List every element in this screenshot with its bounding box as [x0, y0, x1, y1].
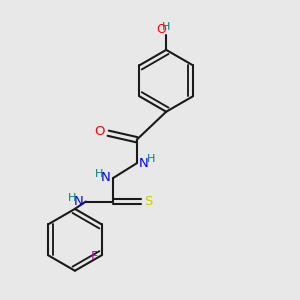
Text: H: H [147, 154, 155, 164]
Text: O: O [94, 125, 105, 138]
Text: F: F [91, 250, 98, 263]
Text: N: N [101, 172, 111, 184]
Text: H: H [68, 193, 76, 203]
Text: O: O [156, 23, 166, 36]
Text: H: H [162, 22, 170, 32]
Text: S: S [144, 195, 152, 208]
Text: N: N [139, 157, 149, 170]
Text: H: H [94, 169, 103, 179]
Text: N: N [74, 195, 83, 208]
